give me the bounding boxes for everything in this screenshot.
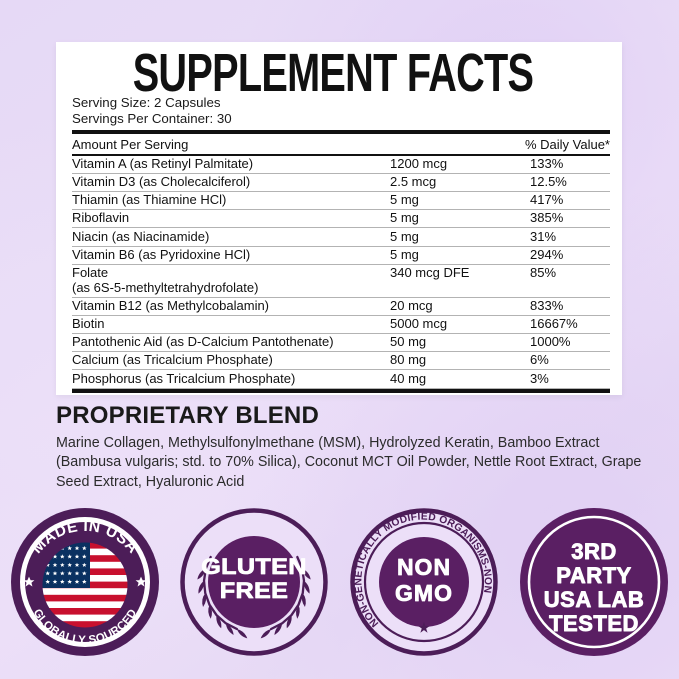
svg-text:3RD: 3RD <box>571 539 617 564</box>
svg-text:USA LAB: USA LAB <box>544 587 644 612</box>
svg-text:TESTED: TESTED <box>549 611 639 636</box>
svg-text:GLUTEN: GLUTEN <box>201 554 307 579</box>
svg-text:NON: NON <box>397 554 451 580</box>
svg-text:GMO: GMO <box>395 580 453 606</box>
svg-text:PARTY: PARTY <box>556 563 631 588</box>
svg-text:FREE: FREE <box>220 578 289 603</box>
svg-text:★: ★ <box>418 620 430 635</box>
